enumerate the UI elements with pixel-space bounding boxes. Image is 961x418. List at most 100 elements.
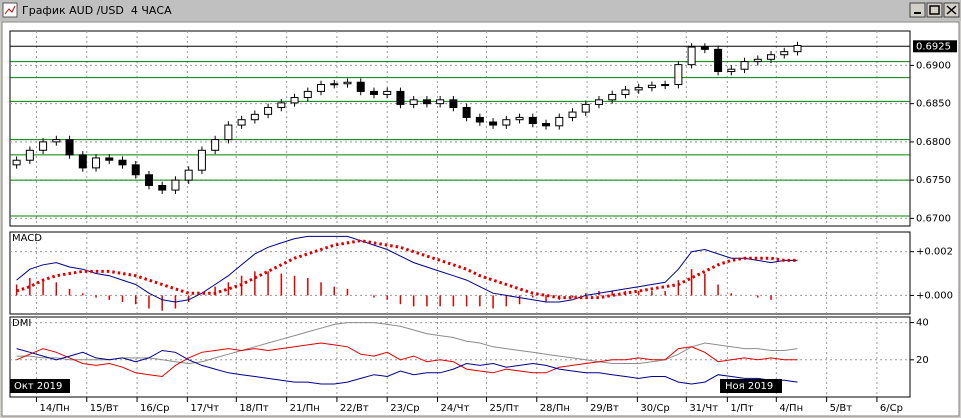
- candle-body: [330, 83, 339, 86]
- x-tick-label: 25/Пт: [489, 403, 519, 414]
- candle-body: [105, 157, 114, 161]
- macd-line: [16, 235, 798, 303]
- period-label: Окт 2019: [14, 381, 62, 392]
- candle-body: [502, 119, 511, 126]
- candle-body: [661, 84, 670, 87]
- candle-body: [568, 111, 577, 118]
- panel-frame: [9, 30, 911, 227]
- candle-body: [647, 84, 656, 89]
- minimize-button[interactable]: [909, 2, 926, 18]
- y-tick-label: +0.000: [916, 290, 953, 301]
- x-tick-label: 1/Пт: [730, 403, 753, 414]
- x-tick-label: 23/Ср: [390, 403, 419, 414]
- candle-body: [211, 139, 220, 151]
- candle-body: [290, 97, 299, 104]
- candle-body: [608, 93, 617, 101]
- y-tick-label: 20: [916, 355, 929, 366]
- candle-body: [793, 45, 802, 53]
- candle-body: [594, 99, 603, 105]
- plot-layer: 0.6700 0.6750 0.6800 0.6850 0.6900 0.6925 +0.0…: [9, 30, 957, 414]
- x-tick-label: 31/Чт: [689, 403, 718, 414]
- candle-body: [65, 139, 74, 156]
- window-buttons[interactable]: [909, 2, 960, 18]
- candle-body: [780, 51, 789, 56]
- indicator-line: [16, 342, 798, 378]
- period-box: [720, 379, 782, 393]
- candle-body: [264, 106, 273, 115]
- candle-body: [727, 68, 736, 73]
- candle-body: [52, 139, 61, 143]
- candle-body: [634, 87, 643, 91]
- x-tick-label: 6/Ср: [880, 403, 903, 414]
- candle-body: [171, 179, 180, 191]
- candle-body: [436, 99, 445, 105]
- candle-body: [674, 64, 683, 86]
- signal-line: [16, 239, 798, 300]
- candle-body: [515, 116, 524, 121]
- y-tick-label: 0.6850: [916, 99, 951, 110]
- x-tick-label: 14/Пн: [39, 403, 69, 414]
- candle-body: [462, 106, 471, 118]
- candle-body: [555, 116, 564, 127]
- candle-body: [542, 123, 551, 127]
- candle-body: [250, 113, 259, 121]
- candle-body: [740, 61, 749, 70]
- y-tick-label: +0.002: [916, 247, 953, 258]
- last-price-box: [913, 40, 957, 53]
- candle-body: [118, 159, 127, 166]
- x-tick-label: 4/Пн: [779, 403, 803, 414]
- indicator-line: [16, 322, 798, 365]
- candle-body: [700, 46, 709, 50]
- candle-body: [767, 54, 776, 60]
- candle-body: [753, 58, 762, 63]
- candle-body: [409, 99, 418, 105]
- indicator-line: [16, 348, 798, 385]
- y-tick-label: 0.6700: [916, 213, 951, 224]
- x-tick-label: 5/Вт: [830, 403, 853, 414]
- candle-body: [144, 174, 153, 186]
- candle-body: [92, 157, 101, 169]
- maximize-glyph: [929, 5, 940, 15]
- candle-body: [197, 149, 206, 171]
- candle-body: [528, 116, 537, 125]
- candle-body: [475, 116, 484, 123]
- candle-body: [449, 99, 458, 108]
- panel-title: DMI: [12, 318, 31, 329]
- period-box: [10, 379, 70, 393]
- candle-body: [396, 90, 405, 105]
- period-label: Ноя 2019: [725, 381, 773, 392]
- candle-body: [303, 90, 312, 99]
- candle-body: [237, 119, 246, 126]
- window-icon-glyph: [4, 5, 16, 15]
- candle-body: [131, 164, 140, 176]
- y-tick-label: 0.6750: [916, 175, 951, 186]
- x-tick-label: 21/Пн: [290, 403, 320, 414]
- x-tick-label: 29/Вт: [590, 403, 619, 414]
- panel-frame: [9, 231, 911, 315]
- title-bar: [0, 0, 961, 21]
- candle-body: [489, 121, 498, 126]
- candle-body: [581, 103, 590, 113]
- candle-body: [383, 90, 392, 95]
- y-tick-label: 40: [916, 318, 929, 329]
- last-price-label: 0.6925: [916, 41, 951, 52]
- x-tick-label: 30/Ср: [640, 403, 669, 414]
- x-tick-label: 22/Вт: [340, 403, 369, 414]
- x-tick-label: 24/Чт: [441, 403, 470, 414]
- candle-body: [356, 81, 365, 92]
- candle-body: [224, 124, 233, 141]
- x-tick-label: 17/Чт: [190, 403, 219, 414]
- panel-title: MACD: [12, 233, 42, 244]
- x-tick-label: 28/Пн: [540, 403, 570, 414]
- x-tick-label: 16/Ср: [140, 403, 169, 414]
- x-tick-label: 18/Пт: [239, 403, 269, 414]
- candle-body: [422, 99, 431, 105]
- candle-body: [78, 154, 87, 169]
- candle-body: [39, 141, 48, 151]
- candle-body: [277, 102, 286, 108]
- y-tick-label: 0.6900: [916, 60, 951, 71]
- candle-body: [317, 84, 326, 92]
- candle-body: [369, 90, 378, 95]
- window-title: График AUD /USD 4 ЧАСА: [22, 4, 172, 17]
